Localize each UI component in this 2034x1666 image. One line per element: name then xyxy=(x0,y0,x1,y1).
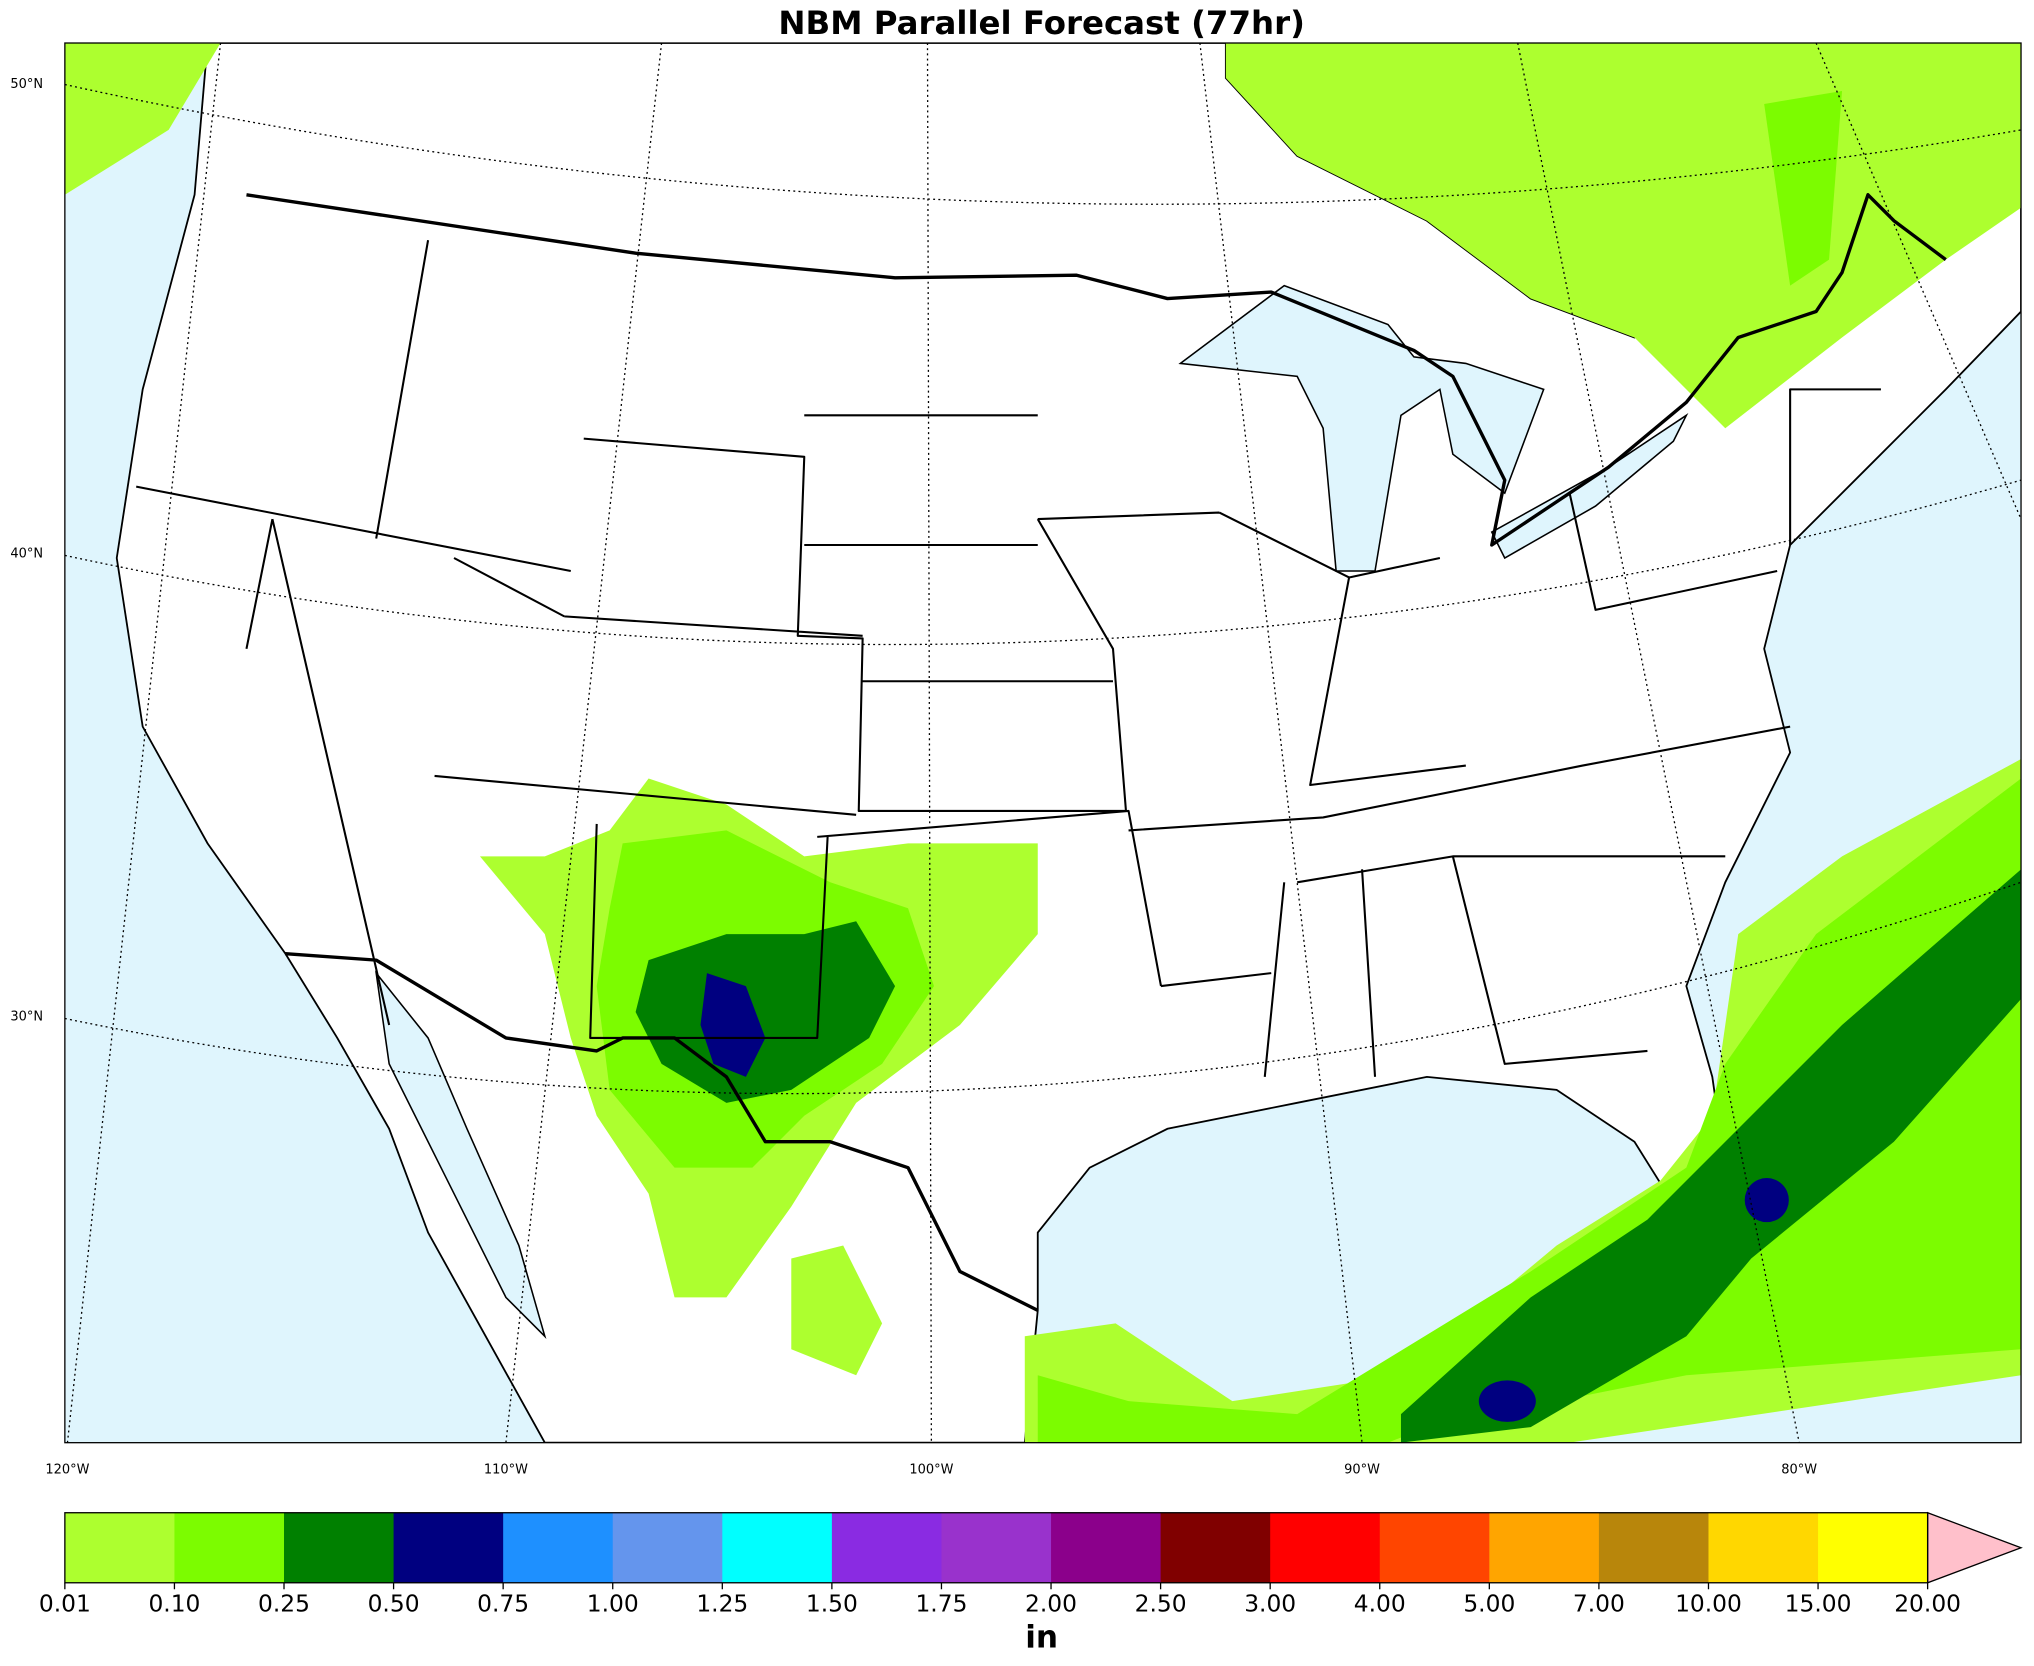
colorbar-bin xyxy=(941,1512,1052,1583)
colorbar-bin xyxy=(1270,1512,1381,1583)
colorbar-tick-label: 0.25 xyxy=(258,1589,310,1617)
lon-label: 120°W xyxy=(45,1462,89,1477)
colorbar-bin xyxy=(503,1512,614,1583)
colorbar-bin xyxy=(1051,1512,1162,1583)
colorbar-tick-label: 1.75 xyxy=(915,1589,967,1617)
colorbar-tick-label: 7.00 xyxy=(1573,1589,1625,1617)
graticule xyxy=(64,43,2022,1443)
colorbar-tick-label: 15.00 xyxy=(1785,1589,1852,1617)
colorbar-bin xyxy=(64,1512,176,1583)
colorbar-extend xyxy=(1926,1511,2023,1584)
lon-label: 100°W xyxy=(909,1462,953,1477)
colorbar-tick-label: 0.10 xyxy=(148,1589,200,1617)
colorbar-tick-label: 2.00 xyxy=(1025,1589,1077,1617)
colorbar-tick-label: 10.00 xyxy=(1675,1589,1742,1617)
title: NBM Parallel Forecast (77hr) xyxy=(778,4,1305,42)
lon-label: 90°W xyxy=(1344,1462,1380,1477)
colorbar-frame xyxy=(64,1512,1929,1584)
colorbar-unit: in xyxy=(1025,1620,1058,1656)
precip-area xyxy=(1764,91,1843,286)
colorbar-tick-label: 1.25 xyxy=(696,1589,748,1617)
colorbar-bin xyxy=(174,1512,285,1583)
colorbar-bin xyxy=(1379,1512,1490,1583)
colorbar-tick-label: 4.00 xyxy=(1354,1589,1406,1617)
colorbar-bin xyxy=(722,1512,833,1583)
colorbar-tick-label: 0.75 xyxy=(477,1589,529,1617)
colorbar-bin xyxy=(393,1512,504,1583)
colorbar-tick-label: 1.50 xyxy=(806,1589,858,1617)
colorbar-tick-label: 2.50 xyxy=(1135,1589,1187,1617)
lon-label: 80°W xyxy=(1781,1462,1817,1477)
map: 50°N 40°N 30°N 120°W 110°W 100°W 90°W 80… xyxy=(10,42,2022,1477)
colorbar-tick-label: 3.00 xyxy=(1244,1589,1296,1617)
colorbar-tick-label: 1.00 xyxy=(587,1589,639,1617)
precip-area xyxy=(1037,778,2022,1443)
colorbar-bin xyxy=(612,1512,723,1583)
colorbar-bin xyxy=(1489,1512,1600,1583)
lat-label: 30°N xyxy=(10,1010,43,1025)
colorbar-tick-label: 20.00 xyxy=(1894,1589,1961,1617)
colorbar-tick-label: 0.50 xyxy=(368,1589,420,1617)
colorbar-bin xyxy=(1598,1512,1710,1583)
borders xyxy=(136,193,1947,1312)
precipitation xyxy=(64,43,2022,1443)
colorbar-bin xyxy=(284,1512,395,1583)
colorbar-bin xyxy=(831,1512,943,1583)
map-frame xyxy=(64,42,2022,1444)
colorbar-bin xyxy=(1160,1512,1271,1583)
gulf-of-california xyxy=(375,970,547,1339)
colorbar-bin xyxy=(1818,1512,1929,1583)
lon-label: 110°W xyxy=(484,1462,528,1477)
lat-label: 40°N xyxy=(10,547,43,562)
lat-label: 50°N xyxy=(10,77,43,92)
precip-area xyxy=(64,43,221,195)
colorbar: 0.01 0.10 0.25 0.50 0.75 1.00 1.25 1.50 1.75 2.00… xyxy=(39,1511,2023,1617)
colorbar-tick-label: 5.00 xyxy=(1463,1589,1515,1617)
colorbar-bin xyxy=(1708,1512,1819,1583)
precip-area xyxy=(1478,1178,1789,1422)
precip-area xyxy=(700,973,766,1077)
colorbar-tick-label: 0.01 xyxy=(39,1589,91,1617)
